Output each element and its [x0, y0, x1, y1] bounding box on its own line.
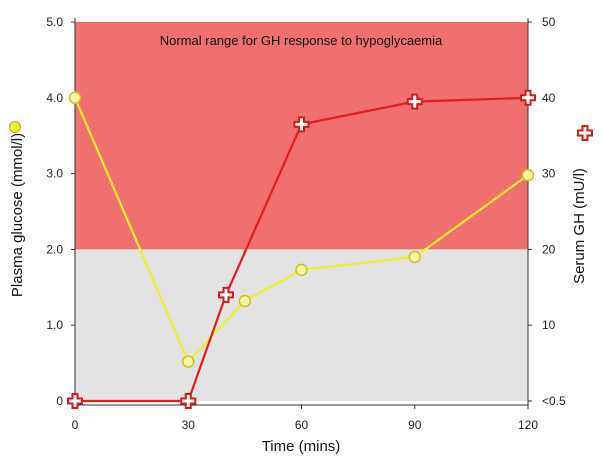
tick-labels: 0 30 60 90 120 0 1.0 2.0 3.0 4.0 5.0 <0.5 10 20 30 40 50 — [46, 15, 566, 432]
series-lines — [73, 96, 529, 403]
gh-point — [180, 393, 197, 409]
glucose-point — [182, 355, 195, 368]
gh-point — [293, 116, 310, 133]
axes — [71, 18, 532, 409]
x-tick-label: 60 — [295, 418, 309, 432]
y-right-tick-label: 40 — [542, 91, 556, 105]
glucose-point — [238, 294, 252, 308]
background-bands — [75, 22, 528, 401]
gh-point — [406, 93, 423, 110]
glucose-point — [521, 168, 535, 182]
y-left-tick-label: 0 — [56, 394, 63, 408]
x-tick-label: 90 — [408, 418, 422, 432]
y-right-legend-marker — [577, 125, 593, 141]
y-right-axis-title: Serum GH (mU/l) — [571, 168, 588, 284]
y-right-tick-label: 30 — [542, 167, 556, 181]
gh-line — [75, 96, 529, 403]
normal-range-annotation: Normal range for GH response to hypoglyc… — [160, 33, 443, 48]
y-left-tick-label: 4.0 — [46, 91, 63, 105]
x-axis-title: Time (mins) — [262, 438, 341, 455]
gh-point — [520, 89, 536, 106]
glucose-point — [295, 263, 308, 277]
x-tick-label: 120 — [518, 418, 538, 432]
y-left-tick-label: 5.0 — [46, 15, 63, 29]
normal-range-band — [75, 22, 528, 250]
glucose-point — [408, 250, 421, 264]
glucose-line — [73, 97, 529, 363]
y-left-legend-marker — [9, 121, 21, 133]
x-tick-label: 0 — [72, 418, 79, 432]
y-right-tick-label: 50 — [542, 15, 556, 29]
y-right-tick-label: 20 — [542, 242, 556, 256]
y-right-title-group: Serum GH (mU/l) — [571, 125, 593, 284]
y-left-tick-label: 1.0 — [46, 318, 63, 332]
x-tick-label: 30 — [182, 418, 196, 432]
y-right-tick-label: 10 — [542, 318, 556, 332]
gh-point — [218, 286, 234, 303]
gh-point — [67, 393, 83, 409]
series-markers — [67, 89, 536, 409]
y-left-tick-label: 3.0 — [46, 167, 63, 181]
glucose-point — [68, 91, 82, 105]
y-left-title-group: Plasma glucose (mmol/l) — [9, 121, 26, 297]
y-right-tick-label: <0.5 — [542, 394, 566, 408]
y-left-axis-title: Plasma glucose (mmol/l) — [9, 133, 26, 297]
y-left-tick-label: 2.0 — [46, 242, 63, 256]
